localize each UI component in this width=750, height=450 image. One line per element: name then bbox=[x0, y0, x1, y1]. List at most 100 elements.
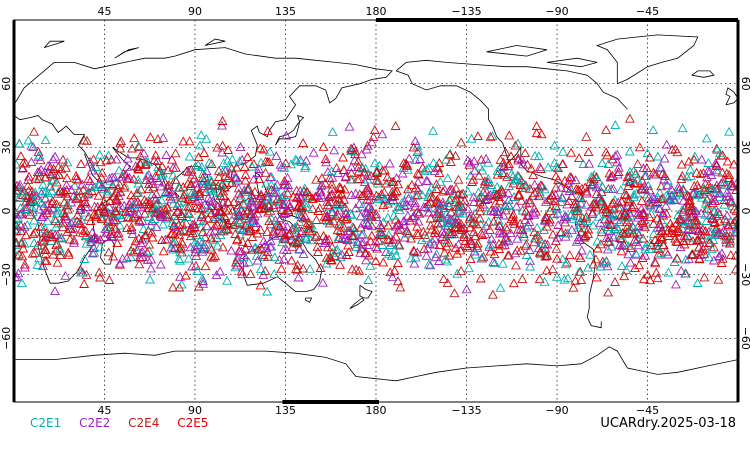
observation-marker bbox=[682, 190, 693, 200]
observation-marker bbox=[515, 245, 526, 255]
observation-marker bbox=[73, 192, 83, 202]
observation-marker bbox=[33, 174, 44, 184]
observation-marker bbox=[139, 208, 150, 218]
observation-marker bbox=[264, 146, 275, 156]
observation-marker bbox=[604, 232, 615, 242]
observation-marker bbox=[111, 214, 122, 224]
observation-marker bbox=[255, 263, 266, 273]
observation-marker bbox=[29, 215, 39, 225]
observation-marker bbox=[393, 179, 404, 189]
observation-marker bbox=[671, 253, 682, 263]
observation-marker bbox=[347, 174, 358, 184]
observation-marker bbox=[508, 278, 519, 288]
observation-marker bbox=[583, 224, 594, 234]
lat-tick-right: 0 bbox=[739, 208, 750, 215]
observation-marker bbox=[694, 242, 704, 252]
observation-marker bbox=[86, 237, 97, 246]
observation-marker bbox=[390, 120, 401, 130]
observation-marker bbox=[101, 155, 112, 165]
observation-marker bbox=[696, 154, 707, 164]
observation-marker bbox=[612, 149, 623, 159]
observation-marker bbox=[677, 223, 688, 233]
observation-marker bbox=[79, 191, 90, 201]
observation-marker bbox=[543, 194, 554, 204]
observation-marker bbox=[520, 148, 531, 158]
observation-marker bbox=[465, 211, 476, 221]
observation-marker bbox=[463, 263, 474, 273]
observation-marker bbox=[610, 276, 620, 286]
observation-marker bbox=[331, 199, 342, 209]
observation-marker bbox=[546, 190, 557, 200]
observation-marker bbox=[122, 153, 133, 163]
observation-marker bbox=[276, 263, 287, 273]
coastline-path bbox=[725, 87, 738, 106]
observation-marker bbox=[255, 157, 266, 167]
lat-tick-right: 30 bbox=[739, 140, 750, 154]
observation-marker bbox=[674, 214, 685, 224]
coastline-path bbox=[395, 59, 628, 110]
observation-marker bbox=[243, 183, 254, 193]
observation-marker bbox=[503, 195, 514, 205]
observation-marker bbox=[378, 200, 389, 210]
observation-marker bbox=[497, 240, 508, 250]
observation-marker bbox=[629, 189, 639, 199]
observation-marker bbox=[558, 146, 568, 156]
observation-marker bbox=[215, 190, 226, 200]
observation-marker bbox=[50, 151, 61, 161]
observation-marker bbox=[658, 210, 669, 220]
observation-marker bbox=[265, 219, 276, 229]
observation-marker bbox=[348, 231, 359, 241]
observation-marker bbox=[502, 250, 513, 260]
observation-marker bbox=[55, 246, 66, 256]
observation-marker bbox=[119, 182, 130, 192]
observation-marker bbox=[294, 216, 305, 226]
observation-marker bbox=[265, 235, 276, 245]
observation-marker bbox=[281, 130, 292, 140]
observation-marker bbox=[105, 229, 116, 239]
observation-marker bbox=[484, 224, 495, 234]
observation-marker bbox=[378, 257, 389, 267]
observation-marker bbox=[532, 222, 543, 232]
observation-marker bbox=[530, 150, 540, 160]
observation-marker bbox=[180, 188, 191, 198]
observation-marker bbox=[41, 255, 52, 265]
lon-tick-top: −135 bbox=[451, 5, 481, 18]
observation-marker bbox=[192, 265, 203, 275]
observation-marker bbox=[336, 221, 346, 231]
observation-marker bbox=[366, 137, 377, 147]
observation-marker bbox=[208, 252, 219, 262]
observation-marker bbox=[714, 227, 725, 237]
observation-marker bbox=[390, 187, 401, 197]
observation-marker bbox=[356, 149, 367, 159]
observation-marker bbox=[78, 184, 89, 194]
observation-marker bbox=[38, 236, 49, 246]
observation-marker bbox=[262, 192, 273, 202]
observation-marker bbox=[597, 158, 608, 168]
observation-marker bbox=[334, 200, 345, 210]
observation-marker bbox=[14, 268, 24, 278]
observation-marker bbox=[469, 156, 480, 166]
observation-marker bbox=[217, 120, 227, 130]
observation-marker bbox=[198, 278, 209, 288]
observation-marker bbox=[397, 168, 408, 178]
observation-marker bbox=[725, 236, 736, 246]
observation-marker bbox=[198, 275, 208, 285]
observation-marker bbox=[421, 175, 432, 185]
observation-marker bbox=[19, 259, 30, 269]
observation-marker bbox=[506, 151, 516, 161]
observation-marker bbox=[662, 180, 673, 190]
observation-marker bbox=[683, 156, 694, 166]
observation-marker bbox=[596, 224, 607, 234]
observation-marker bbox=[226, 245, 237, 255]
observation-marker bbox=[371, 209, 382, 219]
observation-marker bbox=[184, 208, 195, 218]
observation-marker bbox=[23, 135, 34, 145]
observation-marker bbox=[541, 265, 552, 275]
observation-marker bbox=[590, 254, 601, 264]
observation-marker bbox=[339, 194, 349, 204]
observation-marker bbox=[712, 167, 723, 177]
observation-marker bbox=[200, 232, 211, 242]
observation-marker bbox=[52, 257, 63, 267]
observation-marker bbox=[636, 195, 647, 205]
observation-marker bbox=[683, 201, 694, 211]
